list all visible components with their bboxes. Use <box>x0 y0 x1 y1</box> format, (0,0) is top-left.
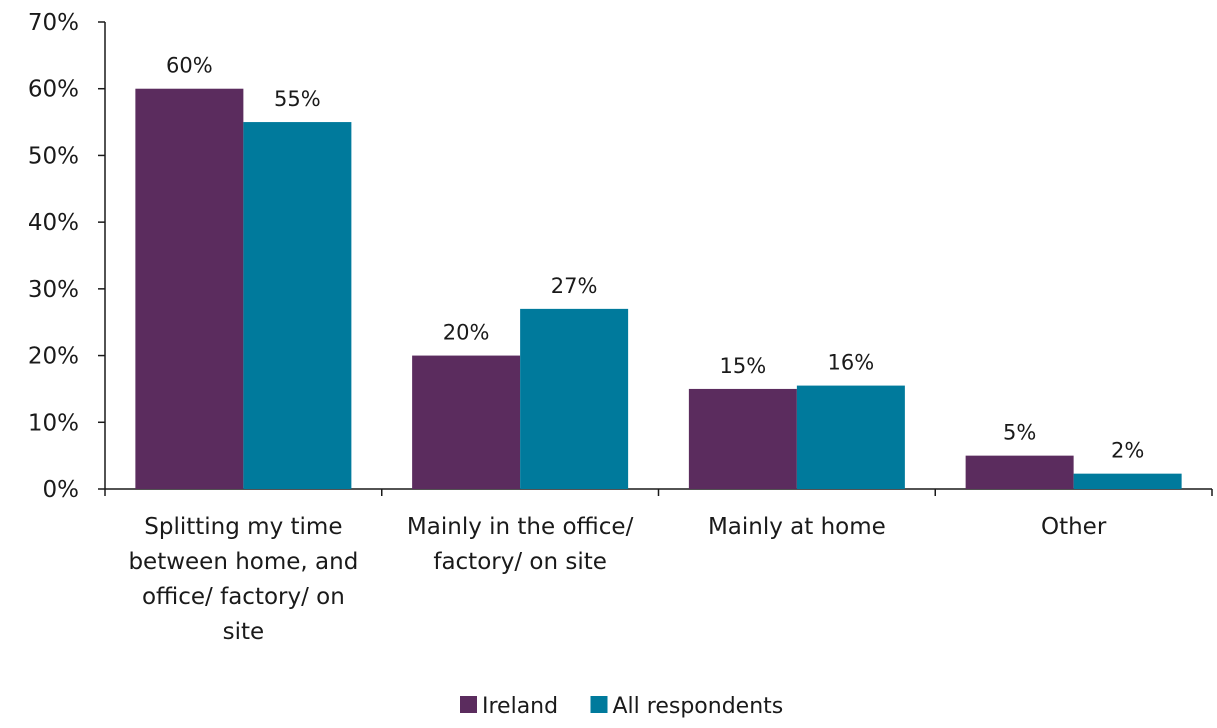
data-label: 16% <box>828 351 875 375</box>
bar-ireland <box>135 88 244 489</box>
y-tick-label: 60% <box>28 77 79 103</box>
bar-ireland <box>412 355 521 489</box>
y-axis: 0% 10% 20% 30% 40% 50% 60% 70% <box>28 10 106 503</box>
category-label-line: Mainly in the office/ <box>407 514 634 540</box>
bar-all-respondents <box>243 122 352 490</box>
category-label: Other <box>1041 514 1107 540</box>
y-tick-label: 10% <box>28 410 79 436</box>
category-label-line: office/ factory/ on <box>142 584 345 610</box>
bar-all-respondents <box>520 308 629 489</box>
y-tick-label: 30% <box>28 277 79 303</box>
y-tick-label: 20% <box>28 344 79 370</box>
category-label-line: Mainly at home <box>708 514 886 540</box>
category-labels: Splitting my time between home, and office… <box>128 514 1106 645</box>
category-label-line: Splitting my time <box>144 514 342 540</box>
category-label-line: site <box>223 619 265 645</box>
bars <box>135 88 1182 490</box>
legend-label: All respondents <box>613 694 784 719</box>
data-label: 27% <box>551 274 598 298</box>
data-label: 5% <box>1003 421 1036 445</box>
legend-swatch <box>460 696 477 713</box>
bar-all-respondents <box>1073 473 1182 489</box>
y-tick-label: 40% <box>28 210 79 236</box>
category-label: Splitting my time between home, and office… <box>128 514 358 645</box>
y-tick-label: 70% <box>28 10 79 36</box>
data-label: 15% <box>720 354 767 378</box>
x-axis <box>104 488 1213 496</box>
y-tick-label: 50% <box>28 143 79 169</box>
y-tick-label: 0% <box>43 477 80 503</box>
data-label: 2% <box>1111 439 1144 463</box>
legend-swatch <box>590 696 608 713</box>
data-labels: 60% 55% 20% 27% 15% 16% 5% 2% <box>166 54 1144 463</box>
data-label: 55% <box>274 87 321 111</box>
data-label: 60% <box>166 54 213 78</box>
category-label-line: factory/ on site <box>433 549 607 575</box>
bar-ireland <box>688 388 797 489</box>
legend: Ireland All respondents <box>460 694 783 719</box>
category-label-line: Other <box>1041 514 1107 540</box>
bar-all-respondents <box>796 385 905 489</box>
category-label-line: between home, and <box>128 549 358 575</box>
category-label: Mainly in the office/factory/ on site <box>407 514 634 575</box>
legend-label: Ireland <box>482 694 558 719</box>
bar-ireland <box>965 455 1074 489</box>
category-label: Mainly at home <box>708 514 886 540</box>
data-label: 20% <box>443 321 490 345</box>
